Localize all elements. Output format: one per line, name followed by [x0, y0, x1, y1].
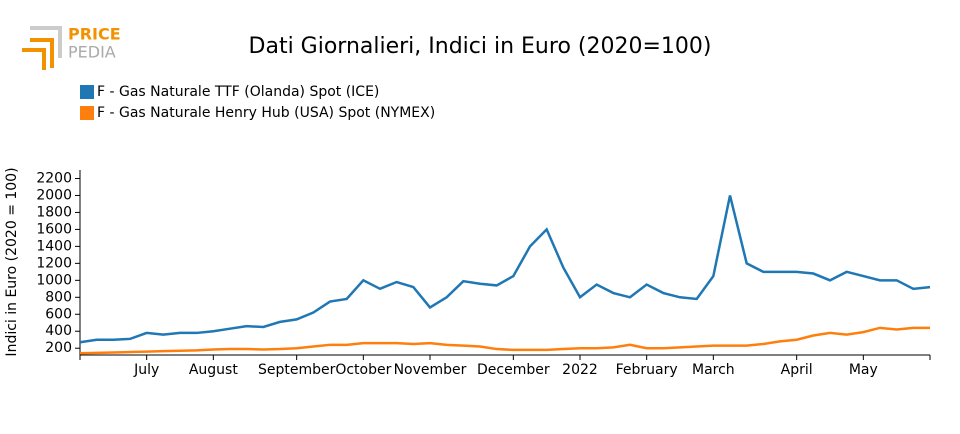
- x-tick-label: November: [394, 362, 467, 378]
- x-tick-label: October: [335, 362, 391, 378]
- series-line: [79, 326, 930, 355]
- y-tick-label: 1800: [36, 204, 72, 220]
- logo-text: PEDIA: [68, 43, 116, 62]
- series-line: [79, 195, 931, 344]
- logo-mark: [30, 38, 54, 68]
- logo-mark: [30, 26, 62, 58]
- y-tick-label: 200: [45, 340, 72, 356]
- y-tick-label: 400: [45, 323, 72, 339]
- y-tick-label: 1600: [36, 221, 72, 237]
- y-tick-label: 2000: [36, 187, 72, 203]
- legend-swatch: [80, 85, 94, 99]
- x-tick-label: September: [258, 362, 336, 378]
- y-tick-label: 800: [45, 289, 72, 305]
- y-tick-label: 1200: [36, 255, 72, 271]
- x-tick-label: April: [781, 362, 813, 378]
- legend-label: F - Gas Naturale TTF (Olanda) Spot (ICE): [97, 84, 379, 100]
- x-tick-label: May: [849, 362, 878, 378]
- chart-title: Dati Giornalieri, Indici in Euro (2020=1…: [249, 34, 712, 59]
- y-tick-label: 1400: [36, 238, 72, 254]
- x-tick-label: August: [189, 362, 239, 378]
- x-tick-label: 2022: [562, 362, 598, 378]
- logo: PRICE PEDIA: [22, 25, 121, 70]
- logo-text: PRICE: [68, 25, 121, 44]
- x-tick-label: March: [692, 362, 735, 378]
- logo-mark: [22, 48, 46, 70]
- y-tick-label: 2200: [36, 170, 72, 186]
- legend-label: F - Gas Naturale Henry Hub (USA) Spot (N…: [97, 105, 435, 121]
- y-axis-label: Indici in Euro (2020 = 100): [4, 167, 20, 356]
- y-tick-label: 600: [45, 306, 72, 322]
- x-tick-label: February: [616, 362, 678, 378]
- y-tick-label: 1000: [36, 272, 72, 288]
- legend-swatch: [80, 106, 94, 120]
- x-tick-label: July: [133, 362, 159, 378]
- x-tick-label: December: [477, 362, 550, 378]
